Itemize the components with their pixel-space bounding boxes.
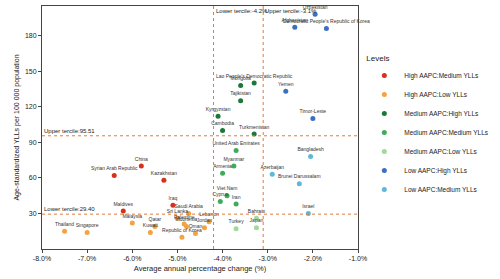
svg-text:Timor-Leste: Timor-Leste [300, 108, 327, 114]
svg-text:-2.0%: -2.0% [304, 255, 322, 262]
svg-text:Kazakhstan: Kazakhstan [151, 170, 177, 176]
svg-text:Lower tercile:-4.2%: Lower tercile:-4.2% [216, 8, 268, 14]
svg-text:Bangladesh: Bangladesh [297, 146, 324, 152]
svg-text:Low AAPC:High YLLs: Low AAPC:High YLLs [404, 167, 467, 175]
svg-text:Upper tercile:-3.1%: Upper tercile:-3.1% [265, 8, 317, 14]
svg-text:-4.0%: -4.0% [213, 255, 231, 262]
svg-text:Levels: Levels [366, 54, 389, 63]
svg-text:Iraq: Iraq [169, 195, 178, 201]
svg-text:Turkey: Turkey [229, 218, 245, 224]
svg-text:Brunei Darussalam: Brunei Darussalam [278, 173, 321, 179]
svg-text:Maldives: Maldives [113, 201, 133, 207]
svg-text:High AAPC:Low YLLs: High AAPC:Low YLLs [404, 91, 467, 99]
svg-text:Republic of Korea: Republic of Korea [162, 227, 202, 233]
svg-text:Lebanon: Lebanon [199, 211, 219, 217]
svg-text:Israel: Israel [302, 203, 314, 209]
svg-text:Medium AAPC:Low YLLs: Medium AAPC:Low YLLs [404, 148, 477, 155]
svg-text:90: 90 [29, 139, 37, 146]
svg-text:Japan: Japan [250, 217, 264, 223]
svg-text:Jordan: Jordan [197, 217, 213, 223]
svg-text:Singapore: Singapore [76, 222, 99, 228]
svg-text:Bahrain: Bahrain [248, 208, 265, 214]
svg-text:Upper tercile:95.51: Upper tercile:95.51 [44, 128, 95, 134]
svg-text:High AAPC:Medium YLLs: High AAPC:Medium YLLs [404, 72, 479, 80]
svg-text:Age-standardized YLLs per 100: Age-standardized YLLs per 100 000 popula… [13, 54, 21, 200]
svg-text:Tajikistan: Tajikistan [230, 90, 251, 96]
svg-text:Medium AAPC:High YLLs: Medium AAPC:High YLLs [404, 110, 479, 118]
svg-text:Mongolia: Mongolia [230, 75, 251, 81]
svg-text:Democratic People's Republic o: Democratic People's Republic of Korea [283, 18, 370, 24]
svg-text:-8.0%: -8.0% [33, 255, 51, 262]
svg-text:-3.0%: -3.0% [259, 255, 277, 262]
svg-text:-5.0%: -5.0% [168, 255, 186, 262]
svg-text:Syrian Arab Republic: Syrian Arab Republic [91, 165, 138, 171]
svg-text:180: 180 [25, 32, 37, 39]
svg-text:Azerbaijan: Azerbaijan [260, 164, 284, 170]
svg-text:-7.0%: -7.0% [78, 255, 96, 262]
svg-text:120: 120 [25, 103, 37, 110]
svg-text:Iran: Iran [232, 194, 241, 200]
svg-text:United Arab Emirates: United Arab Emirates [212, 140, 260, 146]
svg-text:30: 30 [29, 210, 37, 217]
svg-text:60: 60 [29, 174, 37, 181]
svg-text:Cambodia: Cambodia [211, 120, 234, 126]
svg-text:-1.0%: -1.0% [349, 255, 367, 262]
svg-text:Malaysia: Malaysia [122, 213, 142, 219]
svg-text:Indonesia: Indonesia [176, 216, 198, 222]
svg-text:Yemen: Yemen [278, 81, 294, 87]
svg-text:Oman: Oman [189, 223, 203, 229]
svg-text:Sri Lanka: Sri Lanka [167, 208, 188, 214]
svg-text:-6.0%: -6.0% [123, 255, 141, 262]
svg-text:Cyprus: Cyprus [212, 191, 228, 197]
svg-text:Palestine: Palestine [174, 214, 195, 220]
svg-text:China: China [135, 156, 148, 162]
svg-text:Lao People's Democratic Republ: Lao People's Democratic Republic [216, 73, 293, 79]
svg-text:150: 150 [25, 68, 37, 75]
svg-text:Uzbekistan: Uzbekistan [303, 4, 328, 10]
svg-text:Viet Nam: Viet Nam [217, 185, 237, 191]
svg-text:Qatar: Qatar [149, 216, 162, 222]
svg-text:Armenia: Armenia [213, 163, 232, 169]
svg-text:Afghanistan: Afghanistan [282, 17, 309, 23]
svg-text:Myanmar: Myanmar [223, 156, 244, 162]
svg-text:Turkmenistan: Turkmenistan [239, 124, 269, 130]
svg-text:Thailand: Thailand [55, 221, 74, 227]
svg-text:Lower tercile:29.40: Lower tercile:29.40 [44, 206, 95, 212]
svg-text:Kuwait: Kuwait [143, 222, 159, 228]
svg-text:Saudi Arabia: Saudi Arabia [175, 203, 204, 209]
svg-text:Average annual percentage chan: Average annual percentage change (%) [134, 264, 267, 273]
svg-text:Medium AAPC:Medium YLLs: Medium AAPC:Medium YLLs [404, 129, 488, 136]
svg-text:Kyrgyzstan: Kyrgyzstan [206, 106, 231, 112]
svg-text:Low AAPC:Medium YLLs: Low AAPC:Medium YLLs [404, 186, 477, 193]
